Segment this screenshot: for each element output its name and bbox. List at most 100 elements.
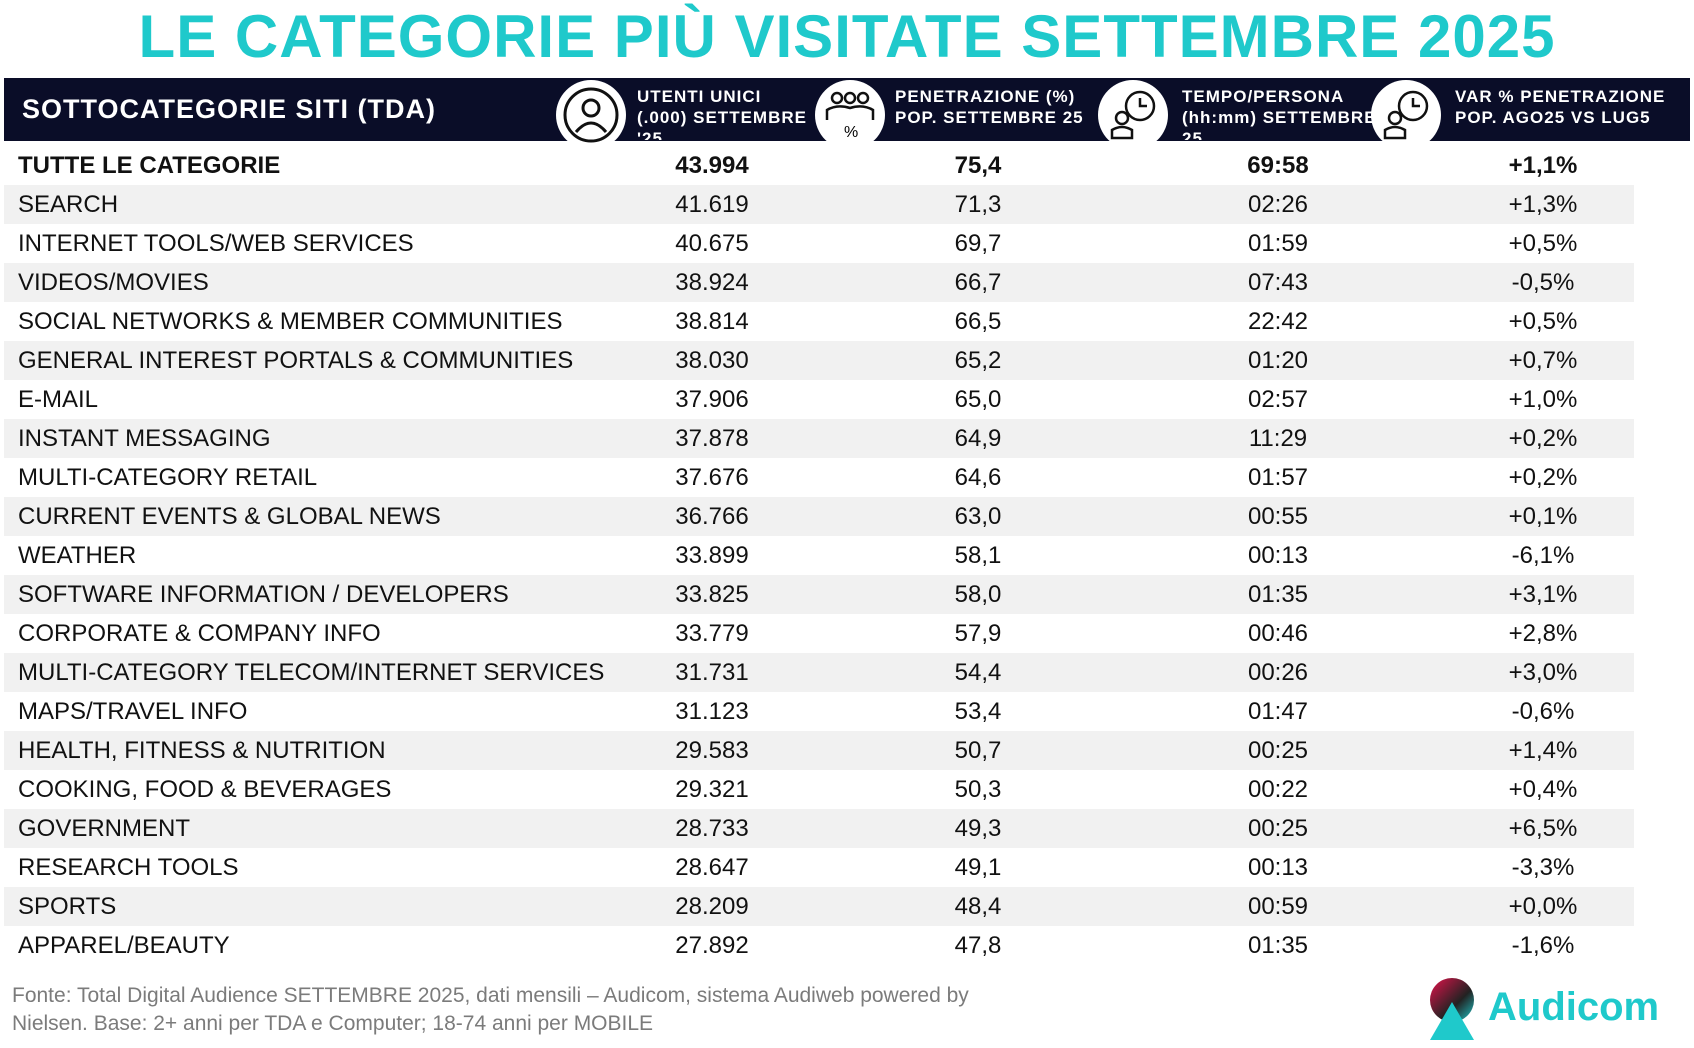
- table-cell: 41.619: [675, 191, 749, 218]
- table-cell: 66,5: [954, 308, 1002, 335]
- time-icon: [1371, 80, 1441, 150]
- table-cell: 53,4: [954, 698, 1002, 725]
- logo-text: Audicom: [1488, 985, 1660, 1029]
- table-row: WEATHER 33.899 58,1 00:13 -6,1%: [4, 536, 1634, 575]
- table-row: E-MAIL 37.906 65,0 02:57 +1,0%: [4, 380, 1634, 419]
- table-cell: +0,4%: [1508, 776, 1578, 803]
- table-cell: +6,5%: [1508, 815, 1578, 842]
- table-cell: 01:20: [1247, 347, 1309, 374]
- table-cell: 00:13: [1247, 542, 1309, 569]
- table-cell: 65,2: [954, 347, 1002, 374]
- table-cell: TUTTE LE CATEGORIE: [18, 152, 281, 179]
- table-cell: 69,7: [954, 230, 1002, 257]
- table-row: INTERNET TOOLS/WEB SERVICES 40.675 69,7 01:…: [4, 224, 1634, 263]
- table-row: INSTANT MESSAGING 37.878 64,9 11:29 +0,2%: [4, 419, 1634, 458]
- table-cell: 01:59: [1247, 230, 1309, 257]
- table-cell: 28.209: [675, 893, 749, 920]
- table-cell: 01:35: [1247, 581, 1309, 608]
- table-row: HEALTH, FITNESS & NUTRITION 29.583 50,7 00:…: [4, 731, 1634, 770]
- table-cell: 00:26: [1247, 659, 1309, 686]
- table-row: SEARCH 41.619 71,3 02:26 +1,3%: [4, 185, 1634, 224]
- table-cell: 28.647: [675, 854, 749, 881]
- table-cell: 00:55: [1247, 503, 1309, 530]
- table-cell: +1,4%: [1508, 737, 1578, 764]
- icon-svg: [563, 87, 619, 143]
- header-cell: PENETRAZIONE (%) POP. SETTEMBRE 25: [895, 87, 1084, 127]
- table-cell: +0,7%: [1508, 347, 1578, 374]
- time-icon: [1098, 80, 1168, 150]
- table-cell: 01:35: [1247, 932, 1309, 959]
- header-cell: TEMPO/PERSONA (hh:mm) SETTEMBRE 25: [1182, 87, 1377, 140]
- footer: Fonte: Total Digital Audience SETTEMBRE …: [12, 984, 969, 1035]
- table-cell: +1,3%: [1508, 191, 1578, 218]
- table-cell: 38.814: [675, 308, 749, 335]
- table-cell: 38.030: [675, 347, 749, 374]
- table-cell: 00:22: [1247, 776, 1309, 803]
- table-row: GENERAL INTEREST PORTALS & COMMUNITIES 38…: [4, 341, 1634, 380]
- table-cell: INSTANT MESSAGING: [18, 425, 271, 452]
- table-cell: MULTI-CATEGORY RETAIL: [18, 464, 318, 491]
- table-cell: 11:29: [1248, 425, 1308, 452]
- table-cell: 02:57: [1247, 386, 1309, 413]
- group-icon: %: [815, 80, 885, 150]
- table-cell: -0,6%: [1511, 698, 1575, 725]
- table-cell: SEARCH: [18, 191, 119, 218]
- table-cell: SOCIAL NETWORKS & MEMBER COMMUNITIES: [18, 308, 563, 335]
- table-cell: GENERAL INTEREST PORTALS & COMMUNITIES: [18, 347, 574, 374]
- table-cell: 49,3: [954, 815, 1002, 842]
- table-cell: 37.676: [675, 464, 749, 491]
- table-row: MAPS/TRAVEL INFO 31.123 53,4 01:47 -0,6%: [4, 692, 1634, 731]
- table-cell: 29.583: [675, 737, 749, 764]
- title: LE CATEGORIE PIÙ VISITATE SETTEMBRE 2025: [138, 3, 1556, 70]
- table-cell: RESEARCH TOOLS: [18, 854, 239, 881]
- table-row: SPORTS 28.209 48,4 00:59 +0,0%: [4, 887, 1634, 926]
- table-cell: 69:58: [1247, 152, 1309, 179]
- table-cell: 75,4: [954, 152, 1002, 179]
- table-cell: 64,6: [954, 464, 1002, 491]
- table-cell: 58,1: [954, 542, 1002, 569]
- table-row: RESEARCH TOOLS 28.647 49,1 00:13 -3,3%: [4, 848, 1634, 887]
- table-cell: 71,3: [954, 191, 1002, 218]
- table-row: SOCIAL NETWORKS & MEMBER COMMUNITIES 38.8…: [4, 302, 1634, 341]
- table-cell: GOVERNMENT: [18, 815, 191, 842]
- table-cell: 33.825: [675, 581, 749, 608]
- table-cell: 29.321: [675, 776, 749, 803]
- table-row: APPAREL/BEAUTY 27.892 47,8 01:35 -1,6%: [4, 926, 1634, 965]
- icon-svg: [825, 91, 875, 120]
- table-row: COOKING, FOOD & BEVERAGES 29.321 50,3 00:22…: [4, 770, 1634, 809]
- table-cell: 58,0: [954, 581, 1002, 608]
- table-cell: 37.906: [675, 386, 749, 413]
- table-row: MULTI-CATEGORY TELECOM/INTERNET SERVICES…: [4, 653, 1634, 692]
- table-cell: 57,9: [954, 620, 1002, 647]
- table-cell: 28.733: [675, 815, 749, 842]
- table-cell: INTERNET TOOLS/WEB SERVICES: [18, 230, 414, 257]
- table-cell: 00:59: [1247, 893, 1309, 920]
- table-row: CURRENT EVENTS & GLOBAL NEWS 36.766 63,0 00…: [4, 497, 1634, 536]
- table-cell: 47,8: [954, 932, 1002, 959]
- table-cell: 54,4: [954, 659, 1002, 686]
- table-cell: E-MAIL: [18, 386, 99, 413]
- table-cell: 01:57: [1247, 464, 1309, 491]
- table-cell: CORPORATE & COMPANY INFO: [18, 620, 381, 647]
- table-cell: MAPS/TRAVEL INFO: [18, 698, 248, 725]
- table-cell: +0,0%: [1508, 893, 1578, 920]
- table-cell: 50,3: [954, 776, 1002, 803]
- table-cell: +0,5%: [1508, 230, 1578, 257]
- table-cell: 31.123: [675, 698, 749, 725]
- table-cell: CURRENT EVENTS & GLOBAL NEWS: [18, 503, 441, 530]
- table-row: GOVERNMENT 28.733 49,3 00:25 +6,5%: [4, 809, 1634, 848]
- table-cell: 22:42: [1247, 308, 1309, 335]
- table-cell: 49,1: [954, 854, 1002, 881]
- table-cell: 07:43: [1247, 269, 1309, 296]
- table-cell: 31.731: [675, 659, 749, 686]
- table-cell: 40.675: [675, 230, 749, 257]
- table-cell: 27.892: [675, 932, 749, 959]
- table-cell: -6,1%: [1511, 542, 1575, 569]
- table-cell: SOFTWARE INFORMATION / DEVELOPERS: [18, 581, 509, 608]
- table-cell: WEATHER: [18, 542, 137, 569]
- table-cell: 37.878: [675, 425, 749, 452]
- table-cell: +0,5%: [1508, 308, 1578, 335]
- table-cell: 01:47: [1247, 698, 1309, 725]
- header-cell: SOTTOCATEGORIE SITI (TDA): [22, 94, 436, 124]
